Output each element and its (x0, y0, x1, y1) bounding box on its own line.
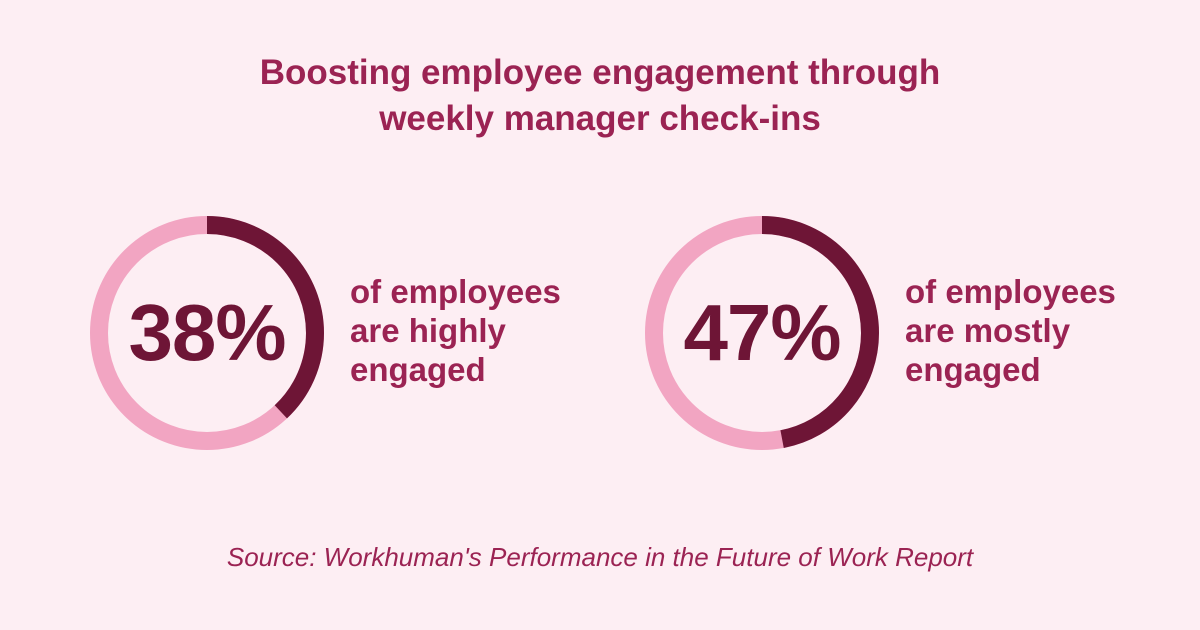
title-line-2: weekly manager check-ins (379, 99, 821, 138)
percentage-value: 47% (683, 288, 841, 377)
desc-line: engaged (905, 351, 1041, 388)
donut-arc (645, 216, 879, 450)
page-title: Boosting employee engagement through wee… (0, 50, 1200, 142)
desc-line: of employees (905, 273, 1116, 310)
donut-chart-38 (90, 216, 324, 450)
percentage-value: 38% (128, 288, 286, 377)
desc-line: engaged (350, 351, 486, 388)
title-line-1: Boosting employee engagement through (259, 53, 941, 92)
donut-chart-47 (645, 216, 879, 450)
stat-mostly-engaged: 47% of employees are mostly engaged (643, 214, 1200, 454)
donut-arc (90, 216, 324, 450)
stat-description: of employees are highly engaged (350, 272, 561, 389)
source-citation: Source: Workhuman's Performance in the F… (226, 542, 974, 572)
desc-line: of employees (350, 273, 561, 310)
stat-description: of employees are mostly engaged (905, 272, 1116, 389)
desc-line: are highly (350, 312, 506, 349)
desc-line: are mostly (905, 312, 1071, 349)
stat-highly-engaged: 38% of employees are highly engaged (88, 214, 648, 454)
